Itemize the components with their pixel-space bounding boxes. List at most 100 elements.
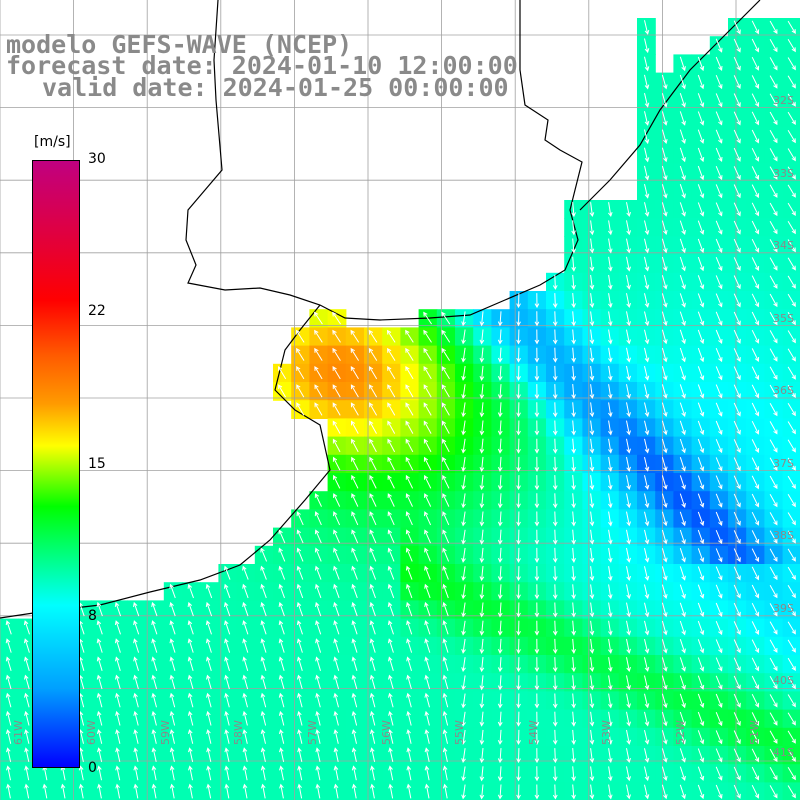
wind-arrow [423, 366, 432, 380]
wind-arrow [497, 748, 503, 764]
wind-arrow [552, 402, 558, 418]
wind-arrow [442, 529, 450, 544]
wind-arrow [314, 384, 323, 398]
wind-arrow [733, 730, 741, 745]
wind-arrow [644, 111, 650, 126]
wind-arrow [644, 38, 650, 54]
wind-arrow [769, 621, 778, 635]
wind-arrow [733, 475, 741, 490]
wind-arrow [133, 638, 140, 653]
wind-arrow [733, 93, 741, 108]
wind-arrow [661, 693, 668, 709]
wind-arrow [733, 366, 741, 381]
wind-arrow [661, 275, 668, 290]
wind-arrow [733, 548, 741, 563]
wind-arrow [497, 311, 503, 327]
wind-arrow [679, 529, 686, 545]
wind-arrow [278, 601, 285, 617]
wind-arrow [497, 384, 503, 400]
wind-arrow [534, 547, 540, 563]
wind-arrow [571, 566, 576, 582]
wind-arrow [242, 620, 249, 635]
wind-arrow [626, 202, 631, 218]
wind-arrow [626, 693, 631, 709]
wind-arrow [697, 511, 705, 527]
wind-arrow [370, 783, 375, 799]
wind-arrow [332, 420, 341, 434]
wind-arrow [388, 783, 394, 799]
wind-arrow [571, 220, 576, 236]
colorbar [32, 160, 80, 768]
wind-arrow [424, 710, 430, 726]
wind-arrow [626, 384, 631, 400]
wind-arrow [260, 565, 267, 580]
wind-arrow [751, 257, 760, 271]
wind-arrow [787, 184, 796, 198]
wind-arrow [769, 639, 778, 653]
wind-arrow [589, 493, 595, 509]
title-forecast-date: forecast date: 2024-01-10 12:00:00 [6, 51, 518, 80]
wind-arrow [787, 20, 796, 35]
wind-arrow [115, 692, 121, 708]
wind-arrow [333, 583, 340, 599]
wind-arrow [552, 456, 558, 472]
wind-arrow [297, 783, 303, 799]
wind-arrow [697, 548, 705, 563]
wind-arrow [368, 347, 378, 361]
wind-arrow [351, 511, 359, 526]
wind-arrow [187, 710, 194, 726]
wind-arrow [626, 748, 631, 764]
wind-arrow [787, 657, 796, 672]
wind-arrow [406, 765, 412, 781]
wind-arrow [206, 692, 212, 708]
wind-arrow [733, 693, 741, 708]
wind-arrow [589, 347, 595, 363]
wind-arrow [769, 184, 778, 198]
wind-arrow [552, 729, 558, 745]
wind-arrow [715, 439, 723, 454]
wind-arrow [697, 184, 705, 199]
wind-arrow [608, 620, 613, 636]
wind-arrow [351, 783, 357, 799]
wind-arrow [133, 783, 139, 799]
wind-arrow [534, 675, 540, 691]
coastline-east [579, 0, 761, 211]
wind-arrow [369, 692, 376, 708]
wind-arrow [351, 765, 357, 781]
wind-arrow [115, 765, 121, 781]
wind-arrow [497, 784, 503, 800]
wind-arrow [715, 766, 723, 781]
wind-arrow [751, 730, 760, 745]
wind-arrow [115, 729, 121, 744]
wind-arrow [406, 747, 412, 763]
wind-arrow [733, 329, 741, 344]
wind-arrow [733, 712, 741, 727]
wind-arrow [332, 384, 341, 398]
wind-arrow [169, 638, 176, 653]
wind-arrow [571, 365, 576, 381]
wind-arrow [351, 438, 359, 453]
wind-arrow [370, 765, 375, 781]
wind-arrow [479, 566, 485, 582]
wind-arrow [608, 438, 613, 454]
wind-arrow [644, 675, 650, 691]
wind-arrow [608, 529, 613, 545]
wind-arrow [351, 747, 357, 763]
lat-label: 40S [773, 674, 794, 687]
wind-arrow [423, 311, 433, 325]
wind-arrow [351, 583, 358, 599]
wind-arrow [661, 129, 668, 144]
wind-arrow [787, 475, 796, 490]
wind-arrow [661, 529, 668, 545]
wind-arrow [369, 511, 377, 526]
wind-arrow [297, 674, 303, 690]
wind-arrow [369, 456, 377, 471]
wind-arrow [441, 384, 450, 398]
wind-arrow [571, 402, 576, 418]
wind-arrow [644, 438, 650, 454]
wind-arrow [516, 693, 521, 709]
wind-arrow [769, 129, 778, 144]
wind-arrow [751, 75, 760, 89]
wind-arrow [715, 238, 723, 253]
wind-arrow [715, 566, 723, 581]
